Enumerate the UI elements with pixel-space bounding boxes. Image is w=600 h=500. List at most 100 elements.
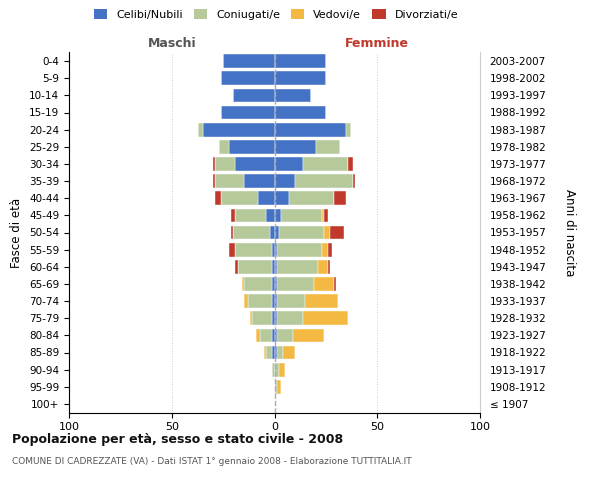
Y-axis label: Fasce di età: Fasce di età — [10, 198, 23, 268]
Bar — [260, 328, 272, 342]
Bar — [229, 243, 235, 256]
Bar — [219, 140, 229, 153]
Bar — [275, 260, 277, 274]
Bar — [233, 88, 275, 102]
Bar — [232, 226, 233, 239]
Bar — [235, 243, 272, 256]
Bar — [275, 312, 277, 325]
Bar — [235, 260, 238, 274]
Bar — [213, 174, 215, 188]
Bar — [221, 72, 275, 85]
Bar — [235, 208, 266, 222]
Bar — [277, 328, 293, 342]
Bar — [275, 174, 295, 188]
Bar — [281, 208, 322, 222]
Legend: Celibi/Nubili, Coniugati/e, Vedovi/e, Divorziati/e: Celibi/Nubili, Coniugati/e, Vedovi/e, Di… — [91, 6, 461, 23]
Bar — [275, 243, 277, 256]
Bar — [283, 346, 295, 360]
Bar — [324, 208, 328, 222]
Bar — [349, 157, 353, 171]
Bar — [272, 260, 275, 274]
Bar — [277, 277, 314, 291]
Bar — [334, 192, 346, 205]
Bar — [275, 88, 311, 102]
Bar — [272, 328, 275, 342]
Bar — [238, 260, 272, 274]
Bar — [215, 174, 244, 188]
Bar — [248, 294, 272, 308]
Bar — [232, 208, 235, 222]
Bar — [223, 54, 275, 68]
Bar — [316, 140, 340, 153]
Text: Maschi: Maschi — [148, 37, 196, 50]
Bar — [330, 226, 344, 239]
Bar — [258, 192, 275, 205]
Bar — [275, 346, 277, 360]
Bar — [275, 54, 326, 68]
Bar — [272, 294, 275, 308]
Bar — [266, 208, 275, 222]
Bar — [295, 174, 353, 188]
Bar — [328, 260, 330, 274]
Bar — [346, 123, 350, 136]
Bar — [322, 208, 324, 222]
Bar — [334, 277, 336, 291]
Bar — [221, 192, 258, 205]
Bar — [289, 192, 334, 205]
Bar — [275, 294, 277, 308]
Bar — [275, 140, 316, 153]
Bar — [250, 312, 252, 325]
Bar — [275, 363, 278, 376]
Bar — [215, 157, 235, 171]
Bar — [215, 192, 221, 205]
Bar — [203, 123, 275, 136]
Bar — [353, 174, 355, 188]
Bar — [322, 243, 328, 256]
Bar — [293, 328, 324, 342]
Y-axis label: Anni di nascita: Anni di nascita — [563, 189, 576, 276]
Bar — [275, 192, 289, 205]
Text: Femmine: Femmine — [345, 37, 409, 50]
Bar — [275, 123, 346, 136]
Bar — [277, 243, 322, 256]
Bar — [244, 277, 272, 291]
Bar — [272, 363, 275, 376]
Bar — [277, 260, 317, 274]
Bar — [275, 72, 326, 85]
Bar — [213, 157, 215, 171]
Bar — [303, 312, 349, 325]
Bar — [278, 226, 324, 239]
Bar — [272, 277, 275, 291]
Bar — [242, 277, 244, 291]
Bar — [264, 346, 266, 360]
Bar — [303, 157, 349, 171]
Bar — [328, 243, 332, 256]
Bar — [277, 380, 281, 394]
Bar — [305, 294, 338, 308]
Bar — [277, 294, 305, 308]
Bar — [277, 346, 283, 360]
Bar — [275, 380, 277, 394]
Bar — [275, 328, 277, 342]
Bar — [233, 226, 271, 239]
Bar — [229, 140, 275, 153]
Bar — [244, 174, 275, 188]
Text: Popolazione per età, sesso e stato civile - 2008: Popolazione per età, sesso e stato civil… — [12, 432, 343, 446]
Bar — [252, 312, 272, 325]
Bar — [199, 123, 203, 136]
Bar — [317, 260, 328, 274]
Bar — [266, 346, 272, 360]
Bar — [275, 208, 281, 222]
Bar — [277, 312, 303, 325]
Bar — [272, 312, 275, 325]
Bar — [275, 106, 326, 120]
Bar — [235, 157, 275, 171]
Bar — [244, 294, 248, 308]
Bar — [256, 328, 260, 342]
Bar — [221, 106, 275, 120]
Bar — [275, 157, 303, 171]
Bar — [271, 226, 275, 239]
Bar — [272, 346, 275, 360]
Bar — [275, 226, 278, 239]
Bar — [272, 243, 275, 256]
